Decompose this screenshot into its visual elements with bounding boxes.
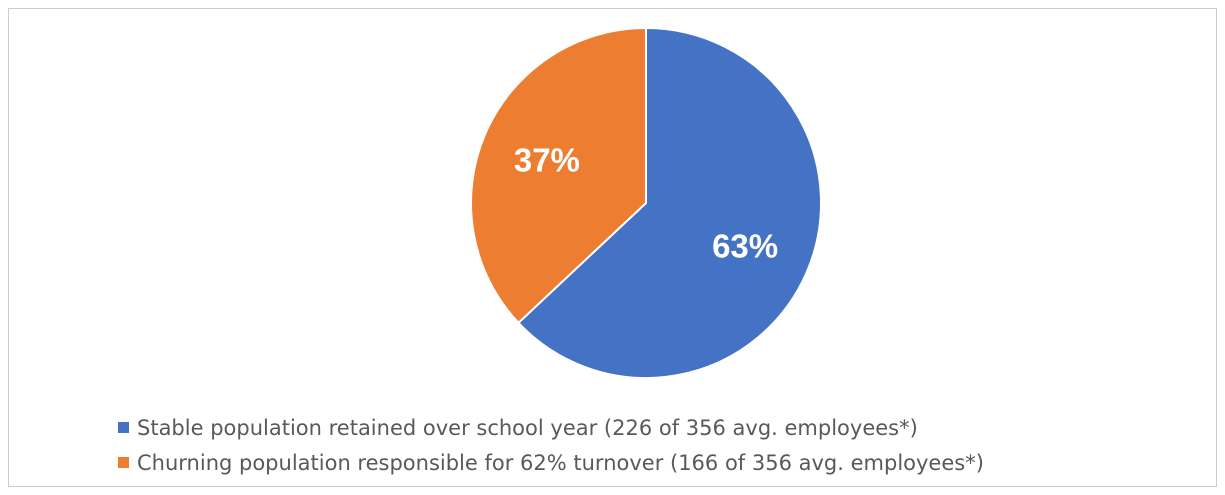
- pie-slice-stable: [517, 26, 822, 379]
- pie-chart: 63% 37%: [469, 26, 822, 379]
- data-label-stable: 63%: [712, 227, 778, 264]
- chart-legend: Stable population retained over school y…: [118, 410, 984, 480]
- legend-item-stable: Stable population retained over school y…: [118, 410, 984, 445]
- pie-slice-churning: [469, 26, 647, 325]
- legend-swatch-churning: [118, 457, 129, 468]
- legend-swatch-stable: [118, 422, 129, 433]
- legend-label-stable: Stable population retained over school y…: [137, 415, 918, 440]
- data-label-churning: 37%: [514, 142, 580, 179]
- legend-item-churning: Churning population responsible for 62% …: [118, 445, 984, 480]
- legend-label-churning: Churning population responsible for 62% …: [137, 450, 984, 475]
